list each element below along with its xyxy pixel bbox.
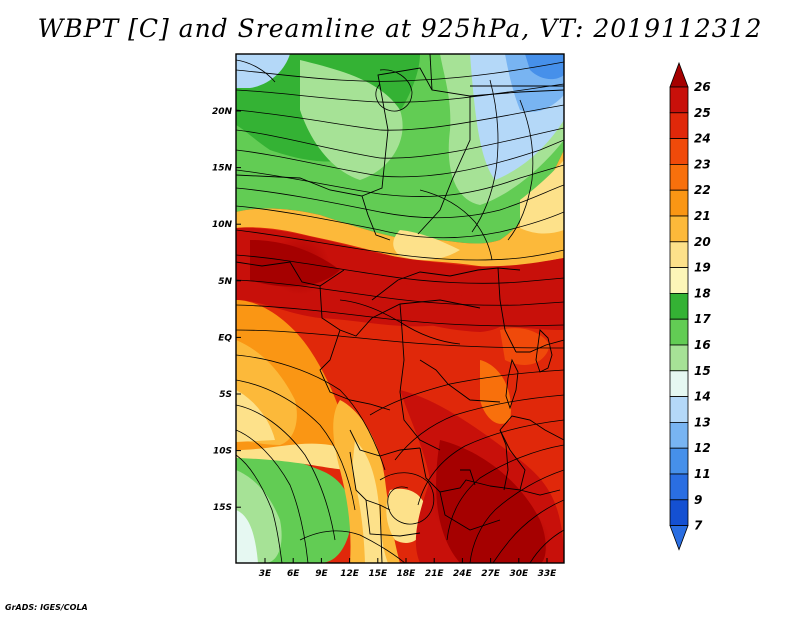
lon-tick-label: 30E (509, 569, 529, 579)
grads-credit: GrADS: IGES/COLA (5, 603, 88, 612)
colorbar-level-label: 13 (694, 415, 711, 429)
colorbar-swatch (669, 138, 689, 165)
colorbar-level-label: 21 (694, 209, 711, 223)
colorbar-level-label: 23 (694, 157, 711, 171)
colorbar-swatch (669, 499, 689, 526)
lon-tick-label: 9E (315, 569, 328, 579)
colorbar-level-label: 9 (694, 493, 702, 507)
lon-tick-label: 6E (287, 569, 300, 579)
colorbar-level-label: 25 (694, 106, 711, 120)
colorbar-swatch (669, 292, 689, 320)
colorbar-swatch (669, 86, 689, 114)
colorbar-swatch (669, 215, 689, 243)
latitude-axis: 20N 15N 10N 5N EQ 5S 10S 15S (212, 107, 241, 513)
wbpt-shading (236, 54, 564, 563)
lat-tick-label: 15N (212, 164, 233, 174)
lon-tick-label: 27E (481, 569, 501, 579)
colorbar-level-label: 26 (694, 80, 711, 94)
lon-tick-label: 15E (368, 569, 388, 579)
lat-tick-label: 10N (212, 220, 233, 230)
colorbar-swatch (669, 344, 689, 372)
colorbar-swatch (669, 318, 689, 346)
colorbar-level-label: 22 (694, 183, 711, 197)
colorbar-level-label: 7 (694, 519, 703, 533)
colorbar-swatch (669, 241, 689, 269)
colorbar-level-label: 24 (694, 132, 711, 146)
map-frame (235, 53, 565, 564)
colorbar-bottom-arrow (669, 525, 689, 551)
lon-tick-label: 33E (538, 569, 558, 579)
colorbar-level-label: 12 (694, 441, 711, 455)
lon-tick-label: 12E (340, 569, 360, 579)
lon-tick-label: 24E (453, 569, 473, 579)
colorbar-swatch (669, 447, 689, 475)
lat-tick-label: 5S (219, 390, 232, 400)
colorbar: 26 25 24 23 22 21 20 19 18 17 16 15 14 13 12 11 9 7 (669, 61, 711, 551)
colorbar-swatch (669, 112, 689, 140)
lon-tick-label: 18E (397, 569, 417, 579)
colorbar-swatch (669, 267, 689, 294)
colorbar-level-label: 18 (694, 286, 711, 300)
colorbar-swatch (669, 396, 689, 423)
lat-tick-label: 5N (218, 277, 232, 287)
colorbar-level-label: 14 (694, 390, 711, 404)
chart-title: WBPT [C] and Sreamline at 925hPa, VT: 20… (37, 14, 763, 43)
lon-tick-label: 21E (425, 569, 445, 579)
colorbar-top-arrow (669, 61, 689, 88)
lat-tick-label: EQ (218, 333, 232, 343)
longitude-axis: 3E 6E 9E 12E 15E 18E 21E 24E 27E 30E 33E (259, 558, 557, 579)
colorbar-swatch (669, 473, 689, 501)
lat-tick-label: 10S (213, 447, 232, 457)
colorbar-level-label: 15 (694, 364, 711, 378)
colorbar-level-label: 19 (694, 261, 711, 275)
colorbar-level-label: 20 (694, 235, 711, 249)
colorbar-swatch (669, 163, 689, 191)
country-borders (236, 54, 564, 563)
lon-tick-label: 3E (259, 569, 272, 579)
colorbar-level-label: 11 (694, 467, 711, 481)
lat-tick-label: 20N (212, 107, 233, 117)
colorbar-swatch (669, 370, 689, 397)
colorbar-swatch (669, 189, 689, 217)
lat-tick-label: 15S (213, 503, 232, 513)
colorbar-swatch (669, 421, 689, 449)
colorbar-level-label: 17 (694, 312, 711, 326)
colorbar-level-label: 16 (694, 338, 711, 352)
